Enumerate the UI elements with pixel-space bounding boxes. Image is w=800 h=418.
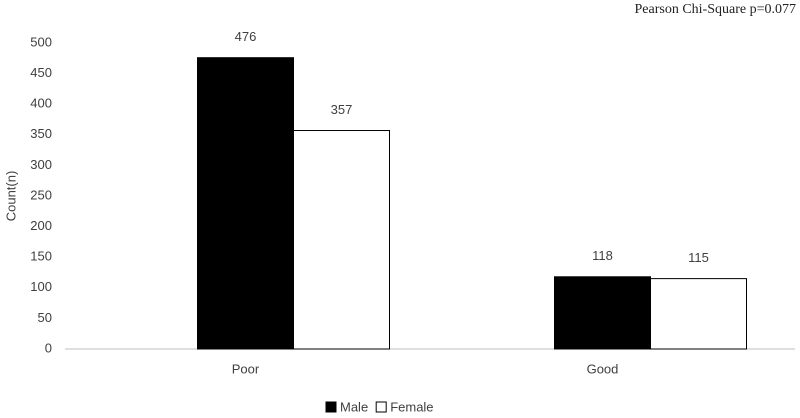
bar xyxy=(197,57,294,350)
y-tick-label: 200 xyxy=(30,218,52,233)
bar xyxy=(293,130,390,350)
x-tick-label: Good xyxy=(587,361,619,376)
value-label: 115 xyxy=(688,250,709,265)
bar xyxy=(650,278,747,350)
y-tick-label: 150 xyxy=(30,249,52,264)
y-tick-label: 300 xyxy=(30,157,52,172)
y-tick-label: 450 xyxy=(30,65,52,80)
y-tick-label: 50 xyxy=(38,310,52,325)
value-label: 118 xyxy=(592,248,613,263)
y-tick-label: 500 xyxy=(30,34,52,49)
annotation: Pearson Chi-Square p=0.077 xyxy=(635,2,797,17)
y-axis-label: Count(n) xyxy=(3,171,18,222)
x-tick-label: Poor xyxy=(232,361,260,376)
legend-swatch xyxy=(325,401,337,413)
legend-label: Female xyxy=(390,399,433,414)
value-label: 476 xyxy=(235,29,257,44)
y-tick-label: 350 xyxy=(30,126,52,141)
y-tick-label: 0 xyxy=(45,340,52,355)
y-tick-label: 100 xyxy=(30,279,52,294)
value-label: 357 xyxy=(331,102,353,117)
y-tick-label: 400 xyxy=(30,96,52,111)
bar xyxy=(554,276,651,350)
legend-swatch xyxy=(375,401,387,413)
y-tick-label: 250 xyxy=(30,187,52,202)
legend-label: Male xyxy=(340,399,368,414)
